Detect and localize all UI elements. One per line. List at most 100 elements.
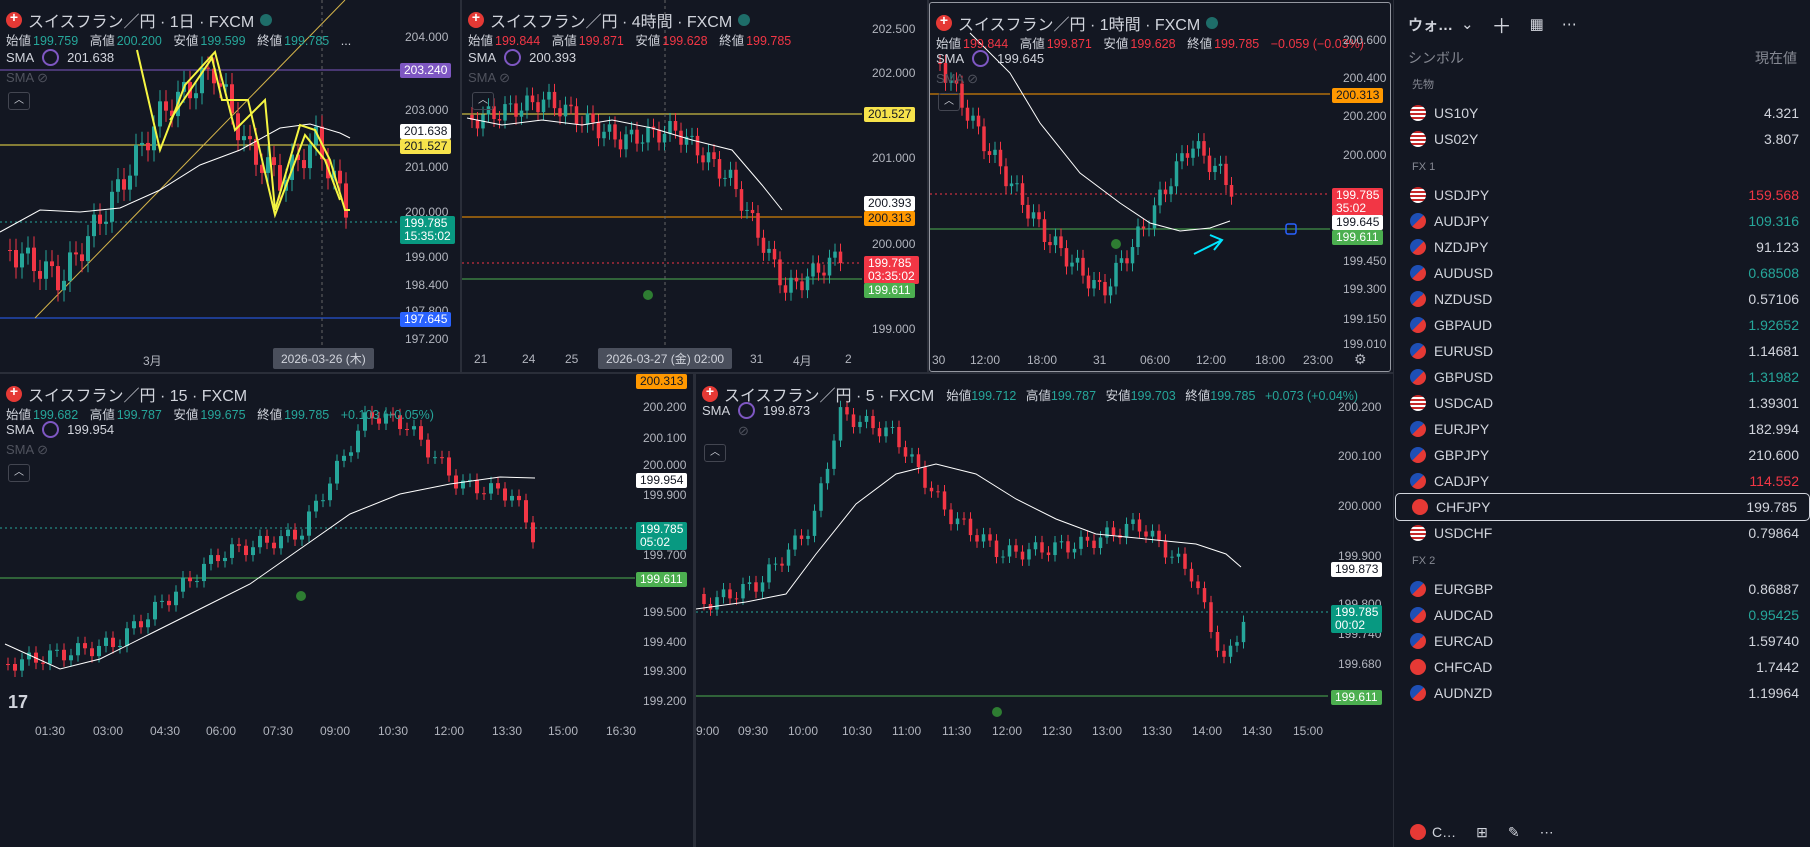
more-icon[interactable]: ⋯ xyxy=(1539,823,1554,840)
watchlist-row-chfcad[interactable]: CHFCAD 1.7442 xyxy=(1394,654,1810,680)
candle-body xyxy=(965,107,970,121)
watchlist-row-nzdjpy[interactable]: NZDJPY 91.123 xyxy=(1394,234,1810,260)
collapse-legend-button[interactable]: ︿ xyxy=(938,93,960,111)
candle-body xyxy=(811,263,815,277)
chart-panel-5m[interactable]: スイスフラン／円 · 5 · FXCM 始値199.712 高値199.787 … xyxy=(696,374,1389,847)
watchlist-row-chfjpy[interactable]: CHFJPY 199.785 xyxy=(1395,493,1810,521)
collapse-legend-button[interactable]: ︿ xyxy=(704,444,726,462)
sma-legend[interactable]: SMA 199.954 xyxy=(6,421,115,438)
daily-chart-canvas[interactable] xyxy=(0,0,460,372)
candle-body xyxy=(1141,226,1146,229)
candle-body xyxy=(1020,183,1025,205)
sma2-legend[interactable]: SMA ⊘ xyxy=(936,71,978,86)
watchlist-row-eurcad[interactable]: EURCAD 1.59740 xyxy=(1394,628,1810,654)
time-tick: 12:30 xyxy=(1042,724,1073,738)
sma-legend[interactable]: SMA 199.645 xyxy=(936,50,1045,67)
gear-icon[interactable]: ⚙ xyxy=(1354,351,1367,367)
eye-off-icon[interactable]: ⊘ xyxy=(967,71,978,86)
watchlist-row-us10y[interactable]: US10Y 4.321 xyxy=(1394,100,1810,126)
watchlist-row-nzdusd[interactable]: NZDUSD 0.57106 xyxy=(1394,286,1810,312)
collapse-legend-button[interactable]: ︿ xyxy=(8,92,30,110)
watchlist-row-usdchf[interactable]: USDCHF 0.79864 xyxy=(1394,520,1810,546)
candle-body xyxy=(871,415,875,429)
watchlist-row-usdjpy[interactable]: USDJPY 159.568 xyxy=(1394,182,1810,208)
sma2-legend[interactable]: SMA ⊘ xyxy=(6,442,48,457)
eye-off-icon[interactable]: ⊘ xyxy=(37,70,48,85)
watchlist-row-gbpjpy[interactable]: GBPJPY 210.600 xyxy=(1394,442,1810,468)
sma2-legend[interactable]: SMA ⊘ xyxy=(468,70,510,85)
more-options-icon[interactable]: ⋯ xyxy=(1561,16,1577,33)
panel-title[interactable]: スイスフラン／円 · 4時間 · FXCM xyxy=(468,8,751,32)
sma-settings-icon[interactable] xyxy=(738,402,756,419)
collapse-legend-button[interactable]: ︿ xyxy=(472,92,494,110)
panel-divider[interactable] xyxy=(693,374,696,847)
price-tag-last: 199.785 15:35:02 xyxy=(400,216,455,244)
advanced-view-icon[interactable]: ▦ xyxy=(1529,16,1544,33)
tradingview-logo-icon[interactable]: 17 xyxy=(8,692,29,712)
1h-chart-canvas[interactable] xyxy=(930,3,1390,371)
sma-settings-icon[interactable] xyxy=(504,49,522,66)
footer-symbol[interactable]: C… xyxy=(1432,824,1457,840)
candle-body xyxy=(1042,219,1047,243)
candle-body xyxy=(877,428,882,437)
sma-settings-icon[interactable] xyxy=(42,421,60,438)
watchlist-group-header[interactable]: FX 1 xyxy=(1412,161,1436,173)
eye-off-icon[interactable]: ⊘ xyxy=(37,442,48,457)
watchlist-row-eurusd[interactable]: EURUSD 1.14681 xyxy=(1394,338,1810,364)
column-symbol[interactable]: シンボル xyxy=(1408,50,1464,66)
watchlist-row-audnzd[interactable]: AUDNZD 1.19964 xyxy=(1394,680,1810,706)
panel-divider[interactable] xyxy=(460,0,462,372)
time-tick: 09:30 xyxy=(738,724,769,738)
5m-chart-canvas[interactable] xyxy=(696,374,1389,847)
edit-icon[interactable]: ✎ xyxy=(1507,823,1520,840)
candle-body xyxy=(1004,166,1008,187)
watchlist-row-gbpaud[interactable]: GBPAUD 1.92652 xyxy=(1394,312,1810,338)
chart-panel-daily[interactable]: スイスフラン／円 · 1日 · FXCM 始値199.759 高値200.200… xyxy=(0,0,460,372)
watchlist-row-us02y[interactable]: US02Y 3.807 xyxy=(1394,126,1810,152)
watchlist-title[interactable]: ウォ… xyxy=(1408,16,1454,34)
sma-legend[interactable]: SMA 201.638 xyxy=(6,49,115,66)
eye-off-icon[interactable]: ⊘ xyxy=(738,423,749,438)
candle-body xyxy=(1229,185,1234,197)
candle-body xyxy=(760,582,765,592)
sma-legend[interactable]: SMA 200.393 xyxy=(468,49,577,66)
chart-panel-4h[interactable]: スイスフラン／円 · 4時間 · FXCM 始値199.844 高値199.87… xyxy=(462,0,927,372)
candle-body xyxy=(679,130,683,145)
panel-title[interactable]: スイスフラン／円 · 1時間 · FXCM xyxy=(936,11,1219,35)
sma-legend[interactable]: SMA 199.873 xyxy=(702,402,811,419)
panel-divider[interactable] xyxy=(927,0,929,372)
sma-settings-icon[interactable] xyxy=(972,50,990,67)
4h-chart-canvas[interactable] xyxy=(462,0,927,372)
chevron-down-icon[interactable]: ⌄ xyxy=(1461,16,1474,33)
watchlist-row-cadjpy[interactable]: CADJPY 114.552 xyxy=(1394,468,1810,494)
collapse-legend-button[interactable]: ︿ xyxy=(8,464,30,482)
column-price[interactable]: 現在値 xyxy=(1755,50,1797,66)
eye-off-icon[interactable]: ⊘ xyxy=(499,70,510,85)
currency-flag-icon xyxy=(1410,265,1426,281)
chart-panel-15m[interactable]: スイスフラン／円 · 15 · FXCM 始値199.682 高値199.787… xyxy=(0,374,693,847)
panel-title[interactable]: スイスフラン／円 · 15 · FXCM xyxy=(6,382,247,406)
watchlist-row-usdcad[interactable]: USDCAD 1.39301 xyxy=(1394,390,1810,416)
watchlist-row-eurgbp[interactable]: EURGBP 0.86887 xyxy=(1394,576,1810,602)
panel-title[interactable]: スイスフラン／円 · 1日 · FXCM xyxy=(6,8,273,32)
time-tick: 12:00 xyxy=(992,724,1023,738)
watchlist-row-eurjpy[interactable]: EURJPY 182.994 xyxy=(1394,416,1810,442)
layout-icon[interactable]: ⊞ xyxy=(1476,823,1488,840)
sma2-legend[interactable]: SMA ⊘ xyxy=(6,70,48,85)
chart-panel-1h[interactable]: スイスフラン／円 · 1時間 · FXCM 始値199.844 高値199.87… xyxy=(929,2,1391,372)
currency-flag-icon xyxy=(1410,421,1426,437)
sma2-legend[interactable]: ⊘ xyxy=(702,423,749,439)
15m-chart-canvas[interactable] xyxy=(0,374,693,847)
watchlist-row-audjpy[interactable]: AUDJPY 109.316 xyxy=(1394,208,1810,234)
watchlist-group-header[interactable]: FX 2 xyxy=(1412,555,1436,567)
watchlist-row-audusd[interactable]: AUDUSD 0.68508 xyxy=(1394,260,1810,286)
sma-settings-icon[interactable] xyxy=(42,49,60,66)
candle-body xyxy=(596,122,601,139)
panel-divider[interactable] xyxy=(0,372,1393,374)
watchlist-price: 1.92652 xyxy=(1748,317,1799,333)
watchlist-row-gbpusd[interactable]: GBPUSD 1.31982 xyxy=(1394,364,1810,390)
watchlist-group-header[interactable]: 先物 xyxy=(1412,79,1434,91)
watchlist-row-audcad[interactable]: AUDCAD 0.95425 xyxy=(1394,602,1810,628)
add-symbol-button[interactable]: ＋ xyxy=(1491,15,1512,38)
panel-title[interactable]: スイスフラン／円 · 5 · FXCM 始値199.712 高値199.787 … xyxy=(702,382,1358,406)
